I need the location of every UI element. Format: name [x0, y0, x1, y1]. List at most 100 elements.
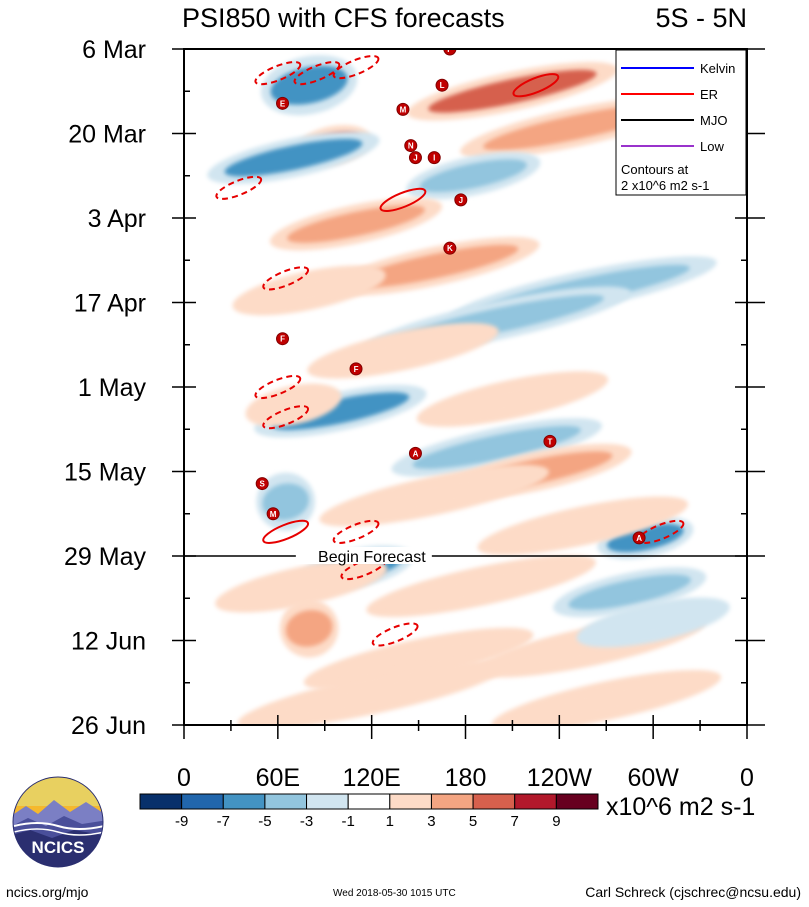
- cyclone-disc: [396, 102, 410, 116]
- anomaly-core: [412, 425, 581, 469]
- cyclone-icon: M: [396, 102, 410, 116]
- colorbar-swatch: [472, 793, 516, 810]
- cyclone-letter: F: [280, 335, 285, 344]
- colorbar-swatch: [514, 793, 557, 810]
- cyclone-letter: J: [413, 154, 417, 163]
- colorbar-tick-label: 1: [386, 813, 394, 830]
- er-contour: [262, 266, 310, 291]
- legend-note-line1: Contours at: [621, 162, 689, 177]
- colorbar-tick-label: 3: [427, 813, 435, 830]
- forecast-label: Begin Forecast: [318, 549, 426, 566]
- cyclone-icon: J: [408, 151, 422, 165]
- anomaly-core: [428, 69, 597, 113]
- er-contour: [512, 73, 560, 98]
- anomaly-core: [326, 330, 480, 371]
- logo-text: NCICS: [32, 838, 85, 857]
- anomaly-core: [389, 563, 573, 609]
- anomaly-core: [264, 669, 479, 721]
- y-tick-label: 3 Apr: [88, 205, 146, 233]
- cyclone-letter: L: [440, 81, 445, 90]
- cyclone-icon: S: [255, 477, 269, 491]
- colorbar-swatch: [347, 793, 391, 810]
- cyclone-disc: [276, 332, 290, 346]
- cyclone-disc: [408, 446, 422, 460]
- x-tick-label: 180: [445, 764, 487, 792]
- cyclone-icon: E: [276, 96, 290, 110]
- er-contour: [332, 519, 380, 544]
- cyclone-icon: I: [427, 151, 441, 165]
- legend-label: Kelvin: [700, 61, 735, 76]
- y-tick-label: 20 Mar: [68, 121, 146, 149]
- legend-label: MJO: [700, 113, 727, 128]
- colorbar-swatch: [264, 793, 308, 810]
- cyclone-disc: [255, 477, 269, 491]
- cyclone-letter: P: [447, 45, 453, 54]
- y-tick-label: 29 May: [64, 543, 146, 571]
- anomaly-core: [514, 678, 699, 724]
- cyclone-disc: [435, 78, 449, 92]
- colorbar: -9 -7 -5 -3 -1 1 3 5 7 9: [139, 793, 599, 830]
- legend-note-line2: 2 x10^6 m2 s-1: [621, 178, 709, 193]
- cyclone-disc: [408, 151, 422, 165]
- x-tick-label: 120W: [527, 764, 593, 792]
- cyclone-disc: [443, 49, 457, 56]
- colorbar-tick-label: -3: [300, 813, 313, 830]
- er-contour: [262, 519, 310, 544]
- anomaly-core: [247, 272, 371, 308]
- y-axis: 6 Mar 20 Mar 3 Apr 17 Apr 1 May 15 May 29 May 1…: [64, 36, 765, 740]
- forecast-label-bg: [295, 547, 432, 564]
- x-tick-label: 0: [740, 764, 754, 792]
- cyclone-disc: [632, 531, 646, 545]
- cyclone-letter: A: [636, 534, 642, 543]
- er-contour: [215, 175, 263, 200]
- anomaly-field: [207, 55, 730, 725]
- chart-region: 5S - 5N: [655, 3, 747, 33]
- cyclone-icon: P: [443, 45, 457, 56]
- footer-author: Carl Schreck (cjschrec@ncsu.edu): [585, 884, 801, 900]
- colorbar-tick-label: 9: [552, 813, 560, 830]
- anomaly-core: [232, 567, 371, 605]
- cyclone-letter: T: [548, 437, 553, 446]
- colorbar-units: x10^6 m2 s-1: [606, 793, 755, 821]
- cyclone-disc: [443, 241, 457, 255]
- cyclone-letter: I: [433, 154, 435, 163]
- er-contour: [262, 405, 310, 430]
- cyclone-icon: M: [266, 507, 280, 521]
- cyclone-icon: A: [632, 531, 646, 545]
- y-tick-label: 6 Mar: [82, 36, 146, 64]
- x-axis: 0 60E 120E 180 120W 60W 0: [177, 715, 754, 792]
- footer-source[interactable]: ncics.org/mjo: [6, 884, 89, 900]
- colorbar-swatch: [222, 793, 266, 810]
- colorbar-swatch: [389, 793, 432, 810]
- cyclone-icon: F: [276, 332, 290, 346]
- colorbar-swatch: [139, 793, 183, 810]
- colorbar-swatch: [306, 793, 349, 810]
- anomaly-core: [350, 244, 519, 288]
- forecast-marker: Begin Forecast: [184, 547, 747, 566]
- cyclone-letter: J: [459, 196, 463, 205]
- cyclone-icon: T: [543, 434, 557, 448]
- cyclone-icon: L: [435, 78, 449, 92]
- cyclone-letter: A: [413, 449, 419, 458]
- x-tick-label: 120E: [342, 764, 400, 792]
- anomaly-core: [419, 159, 527, 193]
- anomaly-core: [342, 472, 527, 519]
- cyclone-letter: M: [400, 105, 407, 114]
- er-contour: [254, 374, 302, 400]
- colorbar-tick-label: -1: [342, 813, 355, 830]
- cyclone-disc: [454, 193, 468, 207]
- cyclone-letter: F: [354, 365, 359, 374]
- colorbar-tick-label: -5: [258, 813, 271, 830]
- cyclone-disc: [266, 507, 280, 521]
- er-contour: [332, 55, 380, 80]
- anomaly-core: [224, 138, 363, 177]
- y-tick-label: 15 May: [64, 459, 146, 487]
- chart-title: PSI850 with CFS forecasts: [182, 3, 505, 33]
- cyclone-icon: F: [349, 362, 363, 376]
- colorbar-swatch: [555, 793, 599, 810]
- anomaly-core: [568, 574, 691, 610]
- anomaly-core: [591, 604, 715, 640]
- cyclone-letter: N: [408, 142, 414, 151]
